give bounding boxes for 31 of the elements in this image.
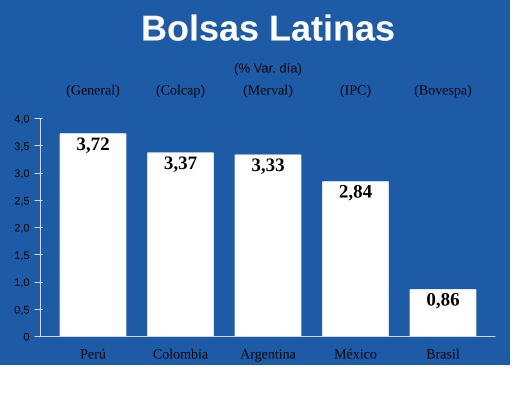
y-tick-label: 4,0 xyxy=(14,114,30,126)
data-label: 2,84 xyxy=(338,182,373,203)
bar xyxy=(322,181,389,336)
data-label: 0,86 xyxy=(426,290,460,311)
y-tick-label: 3,0 xyxy=(14,168,30,180)
text: (Bovespa) xyxy=(414,84,472,98)
chart-title: Bolsas Latinas xyxy=(140,8,396,48)
y-tick-label: 3,5 xyxy=(14,140,30,153)
text: (Colcap) xyxy=(156,84,206,98)
y-tick-label: 2,5 xyxy=(14,195,30,208)
y-tick-label: 0,5 xyxy=(14,304,30,316)
chart-subtitle: (% Var. día) xyxy=(234,60,302,76)
x-tick-label: México xyxy=(334,348,377,362)
bar xyxy=(60,133,126,336)
text: (Merval) xyxy=(243,84,294,98)
bar xyxy=(410,289,476,336)
y-tick-label: 1,5 xyxy=(14,250,30,262)
bar xyxy=(234,154,302,336)
data-label: 3,33 xyxy=(251,155,285,176)
x-tick-label: Brasil xyxy=(426,348,460,362)
y-tick-label: 1,0 xyxy=(14,277,30,289)
bar xyxy=(147,152,214,336)
y-tick-label: 0 xyxy=(23,332,30,344)
x-tick-label: Perú xyxy=(80,348,106,362)
data-label: 3,37 xyxy=(164,152,198,174)
x-tick-label: Argentina xyxy=(240,348,297,362)
y-tick-label: 2,0 xyxy=(14,222,30,234)
x-tick-label: Colombia xyxy=(152,348,209,362)
text: (General) xyxy=(66,84,120,98)
text: (IPC) xyxy=(340,84,372,98)
data-label: 3,72 xyxy=(76,134,110,155)
